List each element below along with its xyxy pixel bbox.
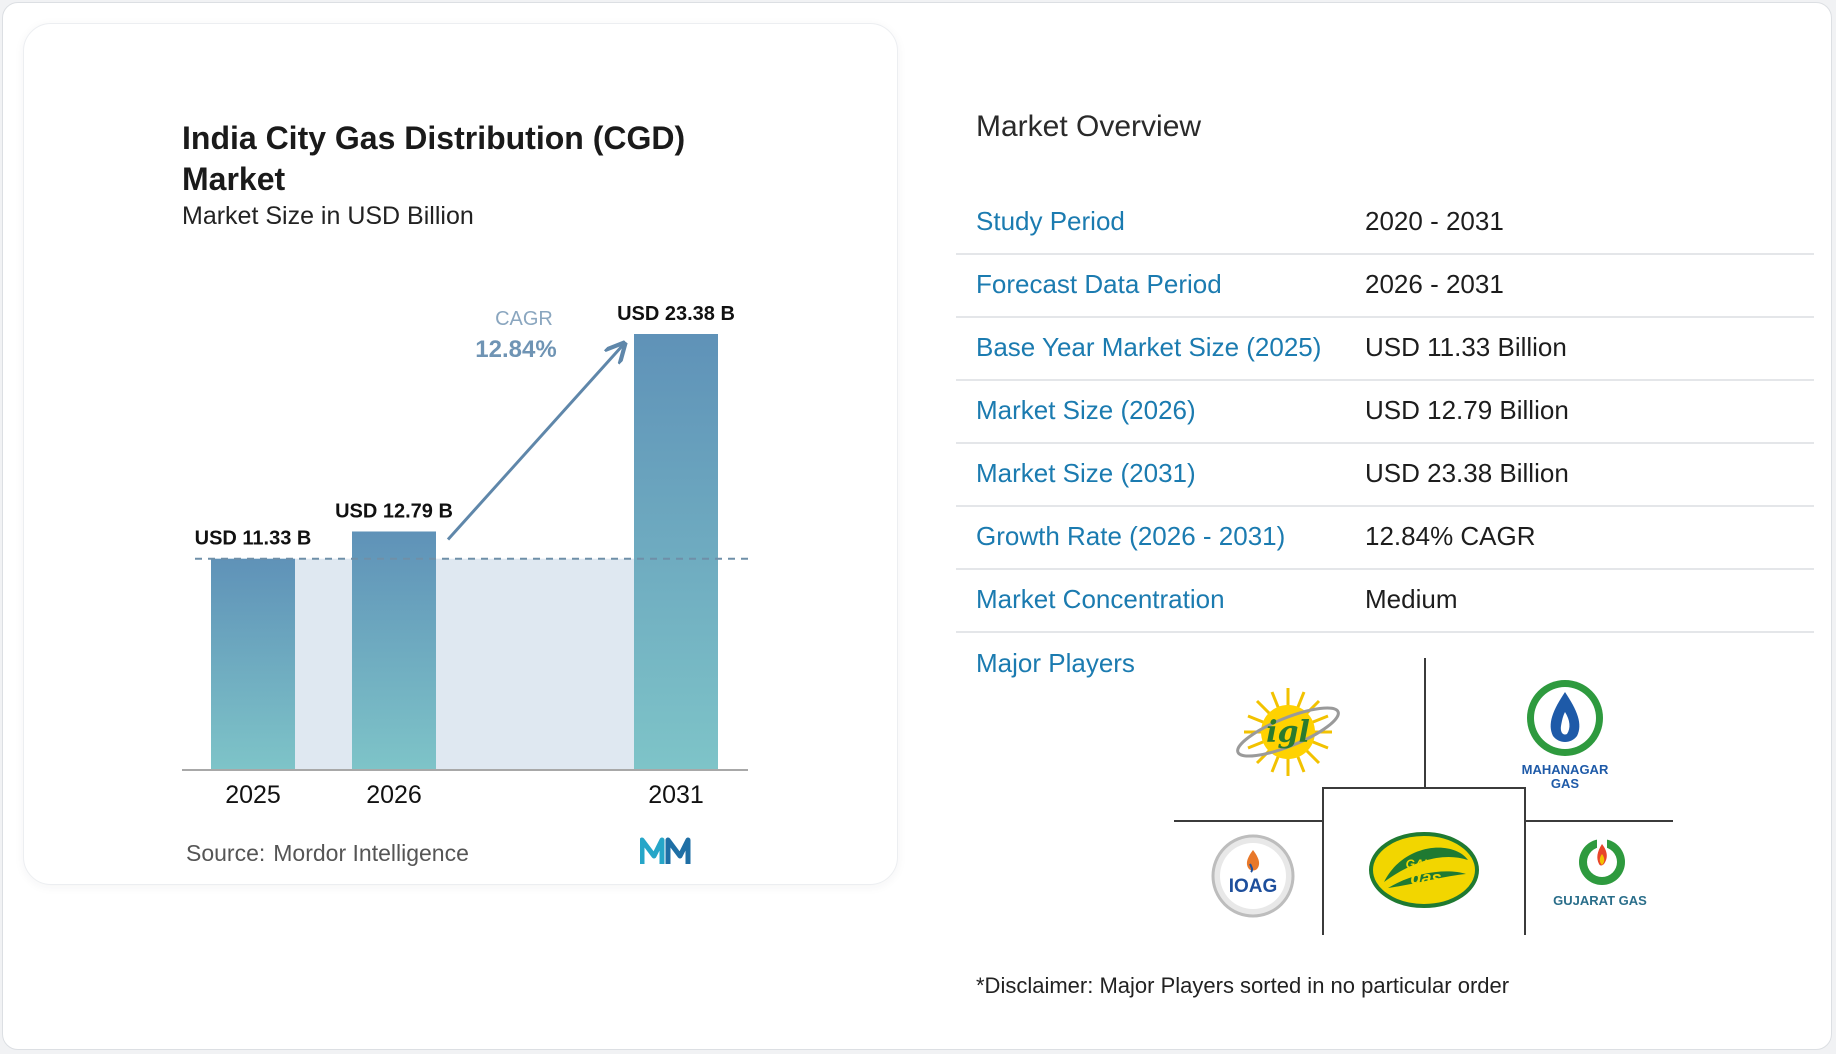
players-divider [1322,787,1526,935]
overview-row-label: Market Size (2031) [976,458,1196,488]
overview-row-label: Growth Rate (2026 - 2031) [976,521,1286,551]
overview-row-value: Medium [1365,584,1458,614]
baseline-band [211,558,718,770]
source-label: Source: [186,840,266,866]
cagr-value: 12.84% [475,336,556,363]
major-players-grid: igl MAHANAGAR GAS IOAG GAIL gas GUJARAT … [1174,658,1673,935]
overview-table: Study Period 2020 - 2031 Forecast Data Per… [956,192,1814,633]
overview-title: Market Overview [976,110,1202,143]
ioag-logo: IOAG [1211,834,1295,918]
gail-gas-logo-text: GAIL [1406,857,1435,871]
bar-2025 [211,558,295,770]
gujarat-gas-logo: GUJARAT GAS [1553,832,1647,908]
overview-row: Market Size (2026) USD 12.79 Billion [956,381,1814,444]
data-label-2025: USD 11.33 B [195,528,312,550]
overview-row-value: USD 11.33 Billion [1365,332,1567,362]
overview-row-value: 2020 - 2031 [1365,206,1504,236]
overview-row-value: 12.84% CAGR [1365,521,1536,551]
overview-row-value: USD 12.79 Billion [1365,395,1569,425]
disclaimer: *Disclaimer: Major Players sorted in no … [976,973,1510,998]
gail-gas-logo: GAIL gas [1369,832,1479,908]
source-note: Source: Mordor Intelligence [186,840,469,867]
cagr-label: CAGR [495,308,553,330]
mahanagar-gas-logo-text: GAS [1551,776,1580,791]
overview-row-label: Study Period [976,206,1125,236]
overview-row-label: Market Size (2026) [976,395,1196,425]
bar-chart: CAGR 12.84% USD 11.33 B 2025 USD 12.79 B 20… [182,303,750,809]
igl-logo: igl [1236,688,1340,776]
overview-row-label: Base Year Market Size (2025) [976,332,1322,362]
bar-2031 [634,334,718,770]
cagr-arrow [446,345,623,541]
x-tick-2026: 2026 [366,781,422,809]
igl-logo-text: igl [1266,715,1310,750]
gujarat-gas-logo-text: GUJARAT GAS [1553,893,1647,908]
mahanagar-gas-logo-text: MAHANAGAR [1522,762,1609,777]
major-players-label: Major Players [976,648,1135,678]
mordor-intelligence-logo [640,837,691,864]
overview-row: Forecast Data Period 2026 - 2031 [956,255,1814,318]
overview-row: Market Concentration Medium [956,570,1814,633]
overview-row: Growth Rate (2026 - 2031) 12.84% CAGR [956,507,1814,570]
chart-subtitle: Market Size in USD Billion [182,202,474,230]
x-tick-2025: 2025 [225,781,281,809]
ioag-logo-text: IOAG [1229,876,1278,897]
mahanagar-gas-logo: MAHANAGAR GAS [1522,680,1609,791]
source-name: Mordor Intelligence [273,840,469,866]
overview-row: Study Period 2020 - 2031 [956,192,1814,255]
overview-row: Base Year Market Size (2025) USD 11.33 Bi… [956,318,1814,381]
overview-row-value: USD 23.38 Billion [1365,458,1569,488]
overview-row-label: Forecast Data Period [976,269,1222,299]
chart-title: India City Gas Distribution (CGD) Market [182,120,686,197]
x-tick-2031: 2031 [648,781,704,809]
bar-2026 [352,531,436,770]
overview-row: Market Size (2031) USD 23.38 Billion [956,444,1814,507]
overview-row-value: 2026 - 2031 [1365,269,1504,299]
data-label-2031: USD 23.38 B [617,303,735,325]
data-label-2026: USD 12.79 B [335,500,453,522]
overview-row-label: Market Concentration [976,584,1225,614]
gail-gas-logo-text: gas [1409,868,1441,888]
